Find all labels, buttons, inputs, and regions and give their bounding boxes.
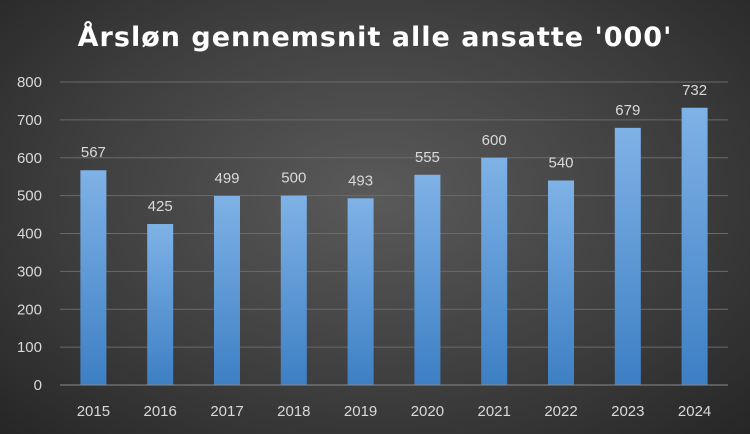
bar-2018 (280, 195, 307, 385)
x-tick-label: 2019 (344, 403, 377, 420)
y-tick-label: 500 (17, 188, 42, 205)
data-label-2023: 679 (615, 102, 640, 119)
y-tick-label: 800 (17, 74, 42, 91)
y-tick-label: 200 (17, 301, 42, 318)
x-tick-label: 2024 (678, 403, 711, 420)
y-tick-label: 700 (17, 112, 42, 129)
data-label-2019: 493 (348, 172, 373, 189)
x-tick-label: 2022 (544, 403, 577, 420)
data-label-2016: 425 (148, 198, 173, 215)
chart-title: Årsløn gennemsnit alle ansatte '000' (78, 21, 673, 53)
bar-2020 (414, 174, 441, 385)
x-tick-label: 2017 (210, 403, 243, 420)
x-tick-label: 2016 (144, 403, 177, 420)
bar-2017 (214, 196, 240, 385)
y-tick-label: 0 (34, 377, 42, 394)
y-axis-ticks: 0 100 200 300 400 500 600 700 800 (17, 74, 42, 394)
data-label-2020: 555 (415, 149, 440, 166)
x-axis-ticks: 2015 2016 2017 2018 2019 2020 2021 2022 2023 2024 (77, 403, 712, 420)
bar-2023 (614, 127, 641, 386)
bar-2021 (481, 157, 508, 385)
data-label-2024: 732 (682, 82, 707, 99)
x-tick-label: 2020 (411, 403, 444, 420)
y-tick-label: 100 (17, 339, 42, 356)
x-tick-label: 2018 (277, 403, 310, 420)
y-tick-label: 400 (17, 226, 42, 243)
y-tick-label: 300 (17, 263, 42, 280)
data-label-2017: 499 (214, 170, 239, 187)
y-tick-label: 600 (17, 150, 42, 167)
bar-2019 (347, 198, 374, 385)
bars (80, 107, 708, 386)
x-tick-label: 2021 (478, 403, 511, 420)
bar-2016 (147, 224, 174, 385)
bar-2022 (548, 180, 574, 385)
data-label-2022: 540 (548, 154, 573, 171)
data-labels: 567 425 499 500 493 555 600 540 679 732 (81, 82, 707, 215)
bar-2024 (681, 107, 708, 385)
data-label-2018: 500 (281, 170, 306, 187)
bar-2015 (80, 170, 107, 385)
x-tick-label: 2015 (77, 403, 110, 420)
x-tick-label: 2023 (611, 403, 644, 420)
data-label-2021: 600 (482, 132, 507, 149)
data-label-2015: 567 (81, 144, 106, 161)
